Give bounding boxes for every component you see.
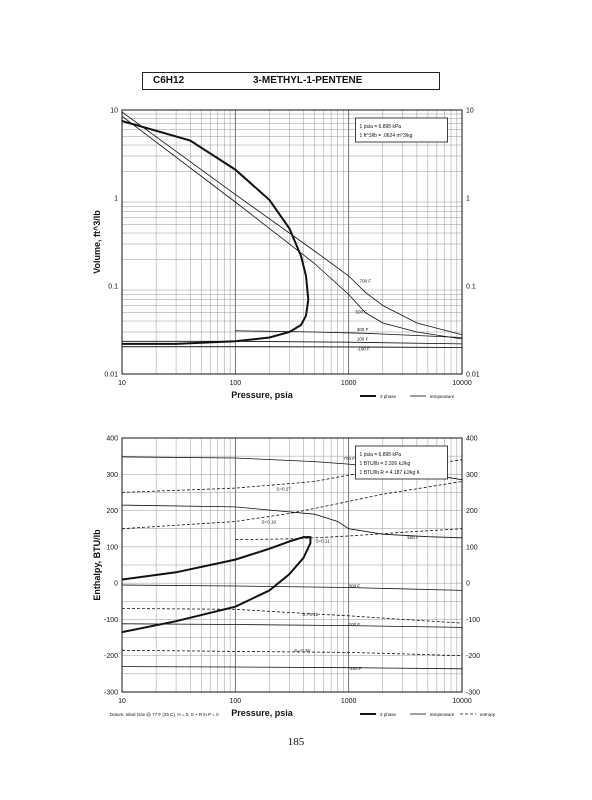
y-tick-label-right: -200: [466, 653, 480, 660]
x-tick-label: 10: [118, 698, 126, 705]
legend-label: 2 phase: [380, 712, 397, 717]
series-line-2-phase: [121, 536, 312, 634]
y-tick-label-right: 0.1: [466, 284, 476, 291]
legend-label: 2 phase: [380, 394, 397, 399]
y-tick-label: 100: [106, 544, 118, 551]
y-tick-label: 300: [106, 472, 118, 479]
legend-label: entropy: [480, 712, 496, 717]
y-tick-label-right: 1: [466, 196, 470, 203]
series-line-500-f: [121, 115, 463, 340]
x-tick-label: 10000: [452, 698, 472, 705]
y-tick-label: 200: [106, 508, 118, 515]
x-tick-label: 1000: [341, 380, 357, 387]
conversion-text: 1 BTU/lb = 2.326 kJ/kg: [360, 461, 411, 467]
curve-label: 500 F: [356, 309, 368, 314]
curve-label: S=-0.11: [302, 612, 318, 617]
y-tick-label: 0.1: [108, 284, 118, 291]
x-axis-label: Pressure, psia: [231, 708, 294, 718]
compound-formula: C6H12: [153, 75, 185, 86]
legend-label: temperature: [430, 394, 455, 399]
series-line-s-0-19: [121, 481, 463, 530]
conversion-text: 1 psia = 6.895 kPa: [360, 452, 402, 458]
x-tick-label: 100: [229, 698, 241, 705]
y-tick-label: -100: [104, 617, 118, 624]
y-tick-label-right: 0: [466, 581, 470, 588]
title-box: C6H12 3-METHYL-1-PENTENE: [142, 72, 440, 90]
curve-label: -100 F: [349, 666, 362, 671]
y-tick-label-right: 400: [466, 436, 478, 443]
y-axis-label: Enthalpy, BTU/lb: [92, 529, 102, 601]
y-tick-label-right: 100: [466, 544, 478, 551]
y-tick-label: 10: [110, 108, 118, 115]
plot-frame: [121, 109, 463, 375]
series-line--100-f: [122, 346, 463, 348]
y-tick-label: 0.01: [104, 372, 118, 379]
curve-label: S=0.19: [261, 519, 276, 524]
curve-label: S=0.11: [316, 539, 331, 544]
y-tick-label: 400: [106, 436, 118, 443]
curve-label: -100 F: [357, 346, 370, 351]
x-axis-label: Pressure, psia: [231, 390, 294, 400]
curve-label: 300 F: [357, 327, 369, 332]
x-tick-label: 10000: [452, 380, 472, 387]
conversion-box: [355, 117, 448, 143]
x-tick-label: 1000: [341, 698, 357, 705]
series-line-100-f: [121, 623, 463, 628]
legend-label: temperature: [430, 712, 455, 717]
conversion-text: 1 ft^3/lb = .0624 m^3/kg: [360, 133, 413, 139]
compound-name: 3-METHYL-1-PENTENE: [253, 75, 363, 86]
series-line-300-f: [235, 330, 463, 338]
y-tick-label-right: 300: [466, 472, 478, 479]
y-tick-label: 0: [114, 581, 118, 588]
series-line-2-phase: [121, 120, 310, 345]
volume-chart: 10 100 1000 10000 10 10 1 1 0.1 0.1 0.01 0.01 Pressu…: [92, 108, 480, 401]
series-line--100-f: [121, 666, 463, 670]
curve-label: 700 F: [360, 278, 372, 283]
y-tick-label-right: 10: [466, 108, 474, 115]
curve-label: 300 F: [349, 583, 361, 588]
y-tick-label: 1: [114, 196, 118, 203]
x-tick-label: 10: [118, 380, 126, 387]
series-line-100-f: [122, 340, 463, 345]
series-line-s-0-11: [121, 608, 463, 624]
conversion-text: 1 psia = 6.895 kPa: [360, 124, 402, 130]
conversion-box: [355, 445, 448, 480]
series-line-700-f: [121, 111, 463, 336]
series-line-500-f: [121, 504, 463, 539]
curve-label: S=-0.35: [294, 648, 310, 653]
y-axis-label: Volume, ft^3/lb: [92, 210, 102, 274]
x-tick-label: 100: [229, 380, 241, 387]
y-tick-label-right: -100: [466, 617, 480, 624]
curve-label: 700 F: [343, 456, 355, 461]
curve-label: 100 F: [349, 622, 361, 627]
y-tick-label: -200: [104, 653, 118, 660]
y-tick-label-right: 0.01: [466, 372, 480, 379]
conversion-text: 1 BTU/lb R = 4.187 kJ/kg K: [360, 470, 421, 476]
series-line-300-f: [121, 584, 463, 591]
curve-label: 100 F: [357, 337, 369, 342]
y-tick-label-right: -300: [466, 690, 480, 697]
y-tick-label: -300: [104, 690, 118, 697]
series-line-s-0-35: [121, 649, 463, 657]
curve-label: S=0.27: [276, 487, 291, 492]
series-line-s-0-11: [235, 528, 463, 540]
footnote: Datum: Ideal Gas @ 77 F (25 C), H = 0, S…: [110, 712, 219, 717]
curve-label: 500 F: [407, 535, 419, 540]
page-number: 185: [287, 736, 305, 748]
plot-frame: [121, 437, 463, 693]
y-tick-label-right: 200: [466, 508, 478, 515]
